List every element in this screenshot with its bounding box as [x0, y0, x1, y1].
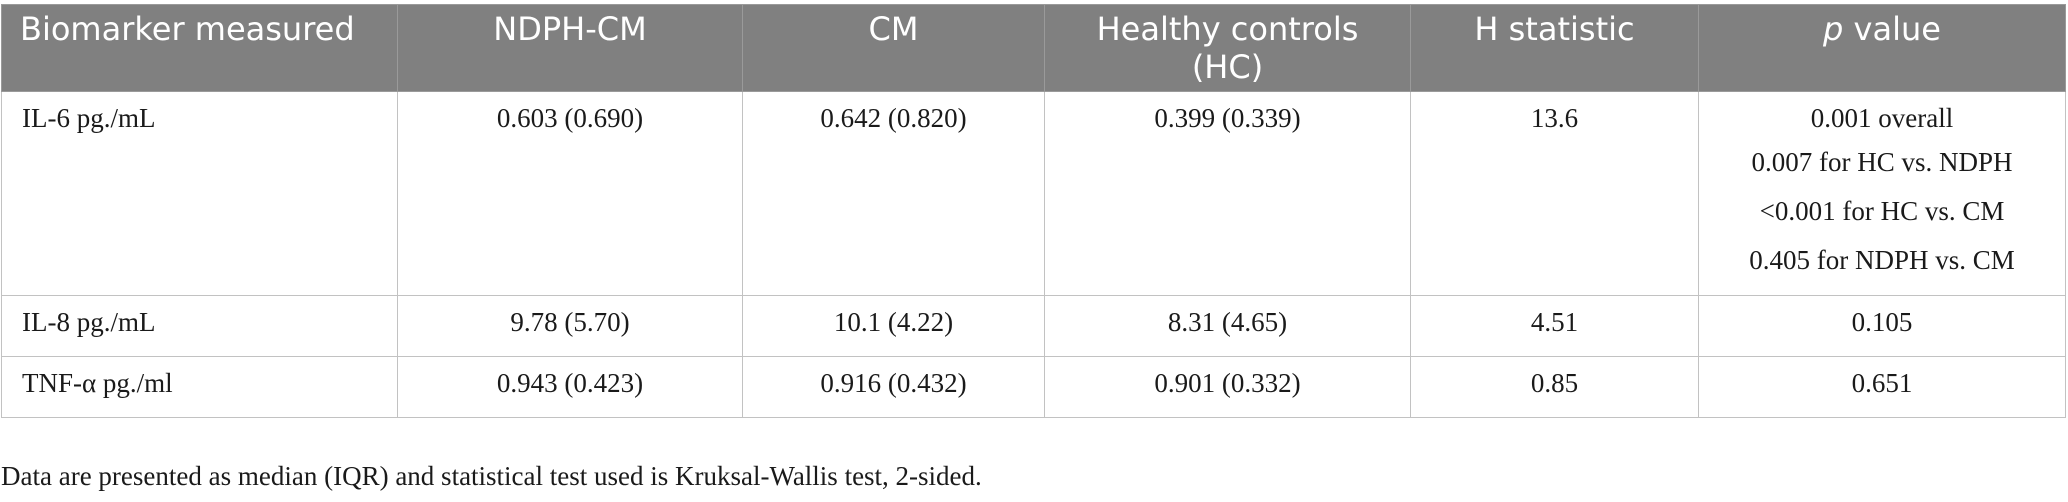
cell-p-value: 0.651 [1698, 356, 2066, 418]
cell-h-statistic: 0.85 [1410, 356, 1699, 418]
table-row: TNF-α pg./ml 0.943 (0.423) 0.916 (0.432)… [1, 356, 2066, 418]
header-p-italic: p [1823, 10, 1844, 48]
cell-cm: 10.1 (4.22) [742, 295, 1045, 357]
header-p-value: p value [1698, 4, 2066, 92]
cell-p-value: 0.001 overall 0.007 for HC vs. NDPH <0.0… [1698, 91, 2066, 296]
header-row: Biomarker measured NDPH-CM CM Healthy co… [1, 4, 2066, 92]
cell-h-statistic: 13.6 [1410, 91, 1699, 296]
table-row: IL-8 pg./mL 9.78 (5.70) 10.1 (4.22) 8.31… [1, 295, 2066, 357]
p-value-line: 0.001 overall [1810, 103, 1954, 133]
header-h-statistic: H statistic [1410, 4, 1699, 92]
header-ndph-cm: NDPH-CM [397, 4, 743, 92]
biomarker-table: Biomarker measured NDPH-CM CM Healthy co… [1, 4, 2066, 418]
header-healthy-controls: Healthy controls (HC) [1044, 4, 1411, 92]
cell-h-statistic: 4.51 [1410, 295, 1699, 357]
header-p-rest: value [1843, 10, 1941, 48]
p-value-line: 0.007 for HC vs. NDPH [1751, 147, 2013, 177]
cell-ndph-cm: 0.943 (0.423) [397, 356, 743, 418]
header-biomarker: Biomarker measured [1, 4, 398, 92]
cell-cm: 0.916 (0.432) [742, 356, 1045, 418]
cell-ndph-cm: 9.78 (5.70) [397, 295, 743, 357]
cell-biomarker: TNF-α pg./ml [1, 356, 398, 418]
cell-hc: 0.399 (0.339) [1044, 91, 1411, 296]
cell-biomarker: IL-8 pg./mL [1, 295, 398, 357]
cell-hc: 8.31 (4.65) [1044, 295, 1411, 357]
cell-cm: 0.642 (0.820) [742, 91, 1045, 296]
table-footnote: Data are presented as median (IQR) and s… [1, 461, 982, 491]
header-cm: CM [742, 4, 1045, 92]
p-value-line: 0.405 for NDPH vs. CM [1749, 245, 2015, 275]
p-value-line: <0.001 for HC vs. CM [1759, 196, 2005, 226]
table-row: IL-6 pg./mL 0.603 (0.690) 0.642 (0.820) … [1, 91, 2066, 296]
results-table-container: Biomarker measured NDPH-CM CM Healthy co… [1, 4, 2066, 418]
cell-p-value: 0.105 [1698, 295, 2066, 357]
cell-hc: 0.901 (0.332) [1044, 356, 1411, 418]
cell-ndph-cm: 0.603 (0.690) [397, 91, 743, 296]
cell-biomarker: IL-6 pg./mL [1, 91, 398, 296]
